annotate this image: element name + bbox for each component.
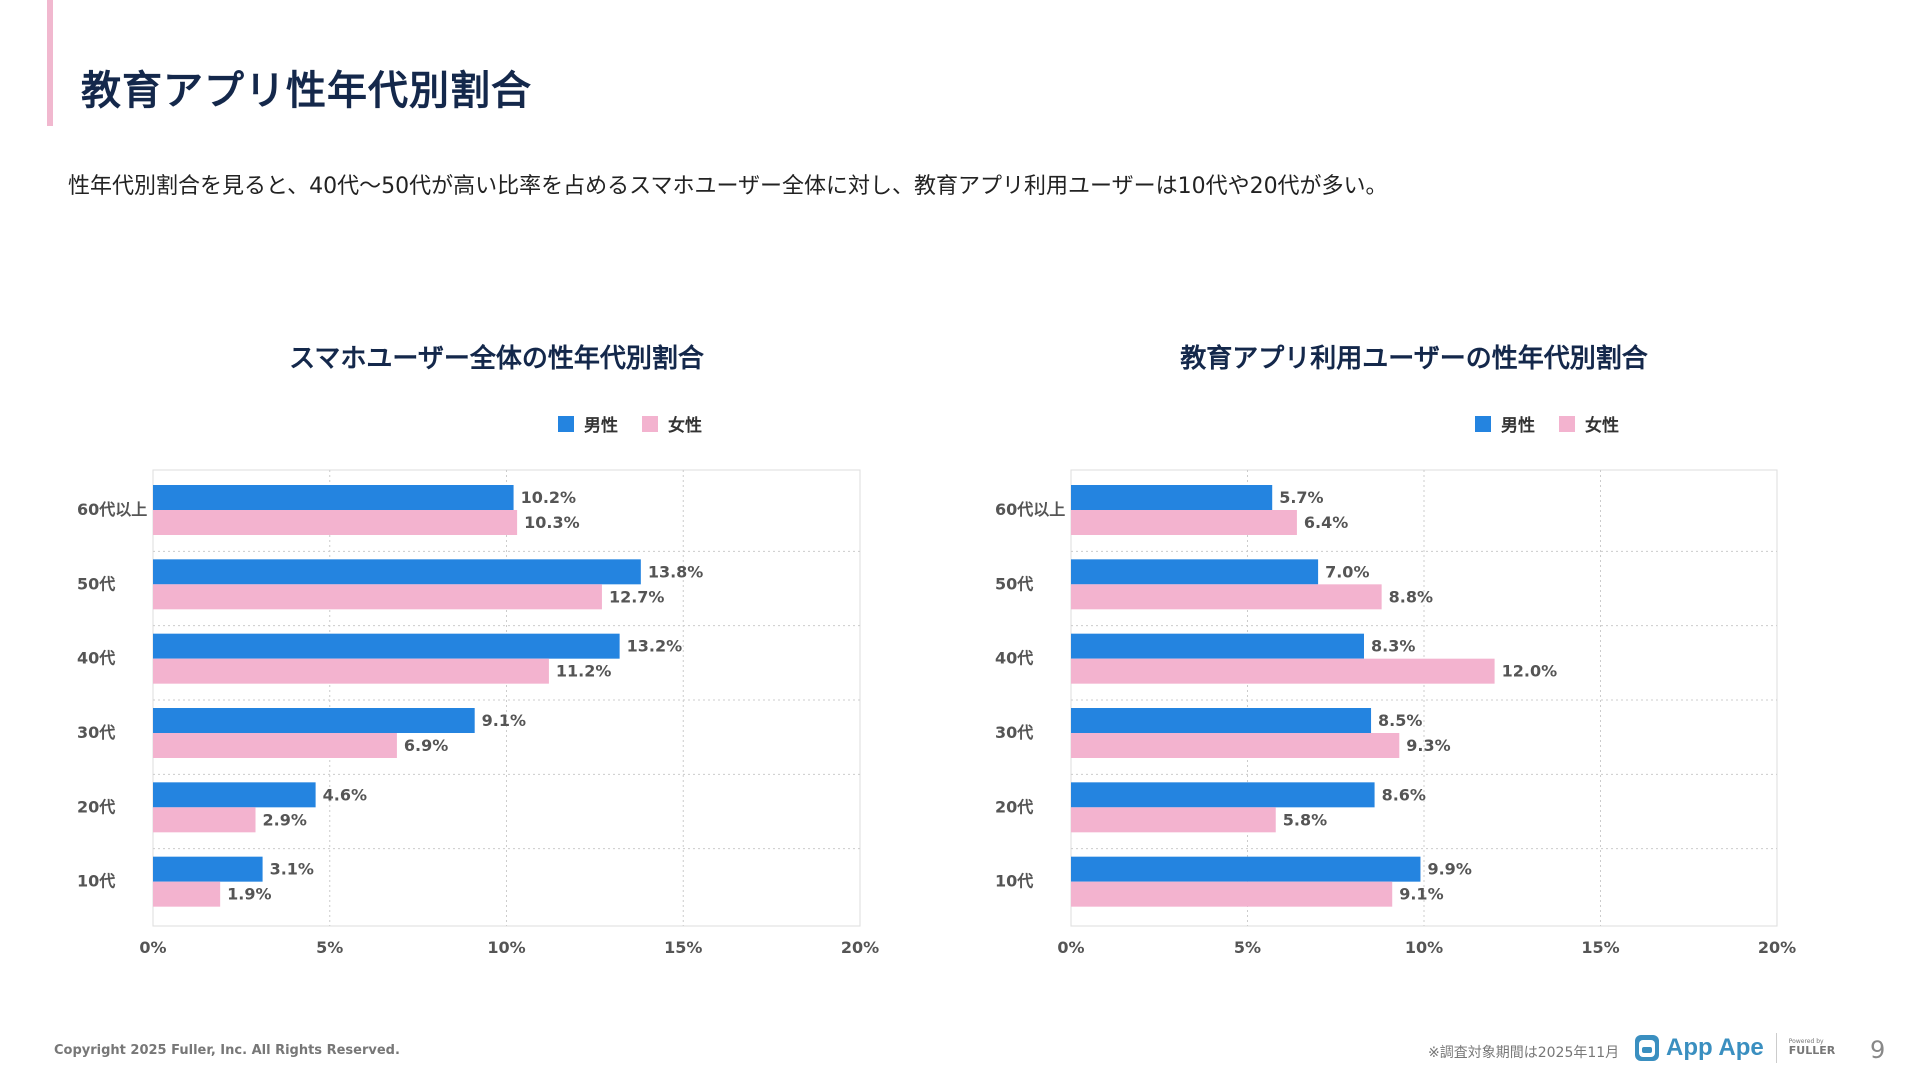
bar <box>1071 733 1400 758</box>
fuller-logo: Powered by FULLER <box>1788 1037 1836 1058</box>
data-label: 9.9% <box>1427 860 1471 879</box>
bar <box>153 807 256 833</box>
x-tick-label: 20% <box>841 938 879 957</box>
data-label: 9.3% <box>1406 736 1450 755</box>
category-label: 50代 <box>77 574 115 593</box>
bar <box>153 633 620 659</box>
data-label: 6.9% <box>404 736 448 755</box>
bar <box>1071 856 1421 882</box>
legend-label: 男性 <box>584 415 618 436</box>
data-label: 2.9% <box>263 810 307 829</box>
page-number: 9 <box>1870 1036 1886 1064</box>
bar <box>1071 708 1372 733</box>
data-label: 12.7% <box>609 587 665 606</box>
legend-label: 女性 <box>668 415 702 436</box>
bar <box>153 559 641 585</box>
x-tick-label: 0% <box>1057 938 1084 957</box>
bar <box>153 584 602 610</box>
legend-swatch <box>558 416 574 432</box>
category-label: 40代 <box>995 649 1033 668</box>
category-label: 50代 <box>995 574 1033 593</box>
data-label: 12.0% <box>1502 662 1558 681</box>
survey-period-note: ※調査対象期間は2025年11月 <box>1428 1045 1620 1061</box>
chart-title: スマホユーザー全体の性年代別割合 <box>289 343 705 374</box>
copyright: Copyright 2025 Fuller, Inc. All Rights R… <box>54 1043 400 1058</box>
data-label: 8.3% <box>1371 637 1415 656</box>
data-label: 13.8% <box>648 562 704 581</box>
category-label: 20代 <box>995 797 1033 816</box>
legend-swatch <box>642 416 658 432</box>
bar <box>153 733 397 758</box>
bar <box>1071 633 1364 659</box>
data-label: 9.1% <box>482 711 526 730</box>
category-label: 30代 <box>995 723 1033 742</box>
bar <box>1071 584 1382 610</box>
x-tick-label: 20% <box>1758 938 1796 957</box>
bar <box>153 881 221 907</box>
legend-label: 女性 <box>1585 415 1619 436</box>
x-tick-label: 15% <box>1581 938 1619 957</box>
bar <box>153 782 316 808</box>
x-tick-label: 5% <box>1234 938 1261 957</box>
category-label: 30代 <box>77 723 115 742</box>
data-label: 6.4% <box>1304 513 1348 532</box>
category-label: 60代以上 <box>77 500 147 519</box>
page-title: 教育アプリ性年代別割合 <box>81 68 532 114</box>
title-accent-bar <box>47 0 53 126</box>
data-label: 8.6% <box>1382 785 1426 804</box>
page-subtitle: 性年代別割合を見ると、40代～50代が高い比率を占めるスマホユーザー全体に対し、… <box>68 174 1388 199</box>
data-label: 11.2% <box>556 662 612 681</box>
powered-by: Powered by <box>1788 1037 1824 1045</box>
bar <box>153 856 263 882</box>
bar <box>153 658 549 684</box>
x-tick-label: 15% <box>664 938 702 957</box>
bar <box>153 510 518 535</box>
data-label: 5.7% <box>1279 488 1323 507</box>
x-tick-label: 10% <box>487 938 525 957</box>
data-label: 5.8% <box>1283 810 1327 829</box>
data-label: 3.1% <box>270 860 314 879</box>
bar <box>1071 485 1273 510</box>
bar <box>1071 510 1297 535</box>
x-tick-label: 5% <box>316 938 343 957</box>
logo-divider <box>1775 1033 1777 1063</box>
logo-text: App Ape <box>1666 1034 1764 1061</box>
app-ape-logo: App Ape Powered by FULLER <box>1634 1033 1835 1063</box>
category-label: 10代 <box>77 872 115 891</box>
category-label: 60代以上 <box>995 500 1065 519</box>
data-label: 10.2% <box>521 488 577 507</box>
data-label: 9.1% <box>1399 885 1443 904</box>
ape-icon <box>1635 1035 1659 1061</box>
legend-swatch <box>1475 416 1491 432</box>
x-tick-label: 0% <box>139 938 166 957</box>
legend-swatch <box>1559 416 1575 432</box>
data-label: 13.2% <box>627 637 683 656</box>
data-label: 8.5% <box>1378 711 1422 730</box>
data-label: 10.3% <box>524 513 580 532</box>
chart-title: 教育アプリ利用ユーザーの性年代別割合 <box>1180 343 1648 374</box>
category-label: 10代 <box>995 872 1033 891</box>
bar <box>1071 559 1319 585</box>
category-label: 40代 <box>77 649 115 668</box>
bar <box>153 485 514 510</box>
bar <box>153 708 475 733</box>
legend-label: 男性 <box>1501 415 1535 436</box>
data-label: 4.6% <box>323 785 367 804</box>
data-label: 1.9% <box>227 885 271 904</box>
x-tick-label: 10% <box>1405 938 1443 957</box>
bar <box>1071 881 1393 907</box>
data-label: 7.0% <box>1325 562 1369 581</box>
bar <box>1071 658 1495 684</box>
data-label: 8.8% <box>1389 587 1433 606</box>
bar <box>1071 807 1276 833</box>
fuller-text: FULLER <box>1788 1044 1836 1058</box>
category-label: 20代 <box>77 797 115 816</box>
bar <box>1071 782 1375 808</box>
